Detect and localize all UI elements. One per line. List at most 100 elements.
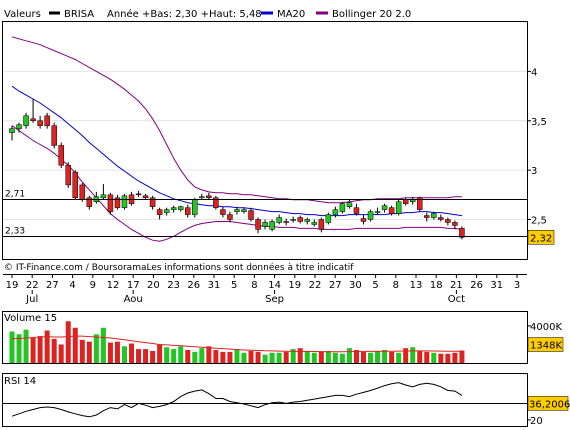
x-tick-label: 12 [107, 280, 120, 291]
x-month-label: Sep [265, 294, 284, 305]
price-y-tick-label: 4 [531, 67, 537, 78]
volume-bar [339, 353, 345, 363]
candle-body [234, 209, 240, 212]
x-tick-label: 18 [430, 280, 443, 291]
bollinger-upper-line [11, 36, 462, 204]
volume-bar [304, 350, 310, 363]
volume-bar [79, 339, 85, 363]
x-tick-label: 21 [450, 280, 463, 291]
rsi-y-tick-label: 20 [530, 416, 543, 427]
rsi-panel [2, 373, 528, 427]
volume-bar [325, 350, 331, 363]
volume-bar [262, 354, 268, 363]
volume-bar [234, 349, 240, 363]
volume-bar [213, 350, 219, 363]
x-tick-label: 8 [251, 280, 257, 291]
candle-body [409, 199, 416, 202]
x-tick-label: 9 [90, 280, 96, 291]
x-tick-label: 13 [410, 280, 423, 291]
volume-bar [100, 327, 106, 363]
x-month-label: Oct [448, 294, 465, 305]
rsi-title: RSI 14 [4, 376, 36, 387]
candle-body [142, 195, 149, 199]
candle-body [374, 211, 381, 213]
volume-y-tick-label: 4000K [530, 322, 562, 333]
price-y-tick-marks [527, 70, 531, 220]
volume-bar [445, 353, 451, 363]
volume-bar [396, 352, 402, 363]
legend-ma: MA20 [277, 9, 305, 20]
candle-body [86, 197, 93, 207]
x-tick-label: 19 [288, 280, 301, 291]
candle-body [381, 205, 388, 210]
candle-body [424, 215, 430, 218]
legend-ticker: BRISA [64, 9, 94, 20]
volume-title: Volume 15 [4, 313, 57, 324]
volume-bar [185, 350, 191, 363]
rsi-y-axis: 20 36,2006 [3, 396, 570, 427]
x-tick-label: 19 [6, 280, 19, 291]
candle-body [121, 195, 128, 208]
volume-bar [107, 342, 113, 363]
candle-body [416, 197, 423, 210]
volume-bar [136, 349, 142, 363]
volume-bar [241, 352, 247, 363]
x-tick-label: 14 [268, 280, 281, 291]
candle-body [438, 217, 444, 220]
candle-body [170, 207, 177, 210]
candle-body [149, 197, 156, 207]
rsi-last-value-box [527, 396, 569, 411]
volume-bar [206, 346, 212, 363]
candle-body [220, 209, 226, 215]
candlesticks [9, 99, 465, 240]
candle-body [459, 228, 465, 238]
candle-body [30, 118, 36, 122]
x-tick-label: 26 [470, 280, 483, 291]
candle-body [262, 222, 268, 227]
candle-body [325, 214, 332, 223]
candle-body [16, 124, 22, 129]
x-tick-label: 31 [490, 280, 503, 291]
x-tick-label: 30 [349, 280, 362, 291]
candle-body [276, 217, 282, 223]
candle-body [213, 197, 219, 208]
rsi-line [11, 382, 463, 418]
volume-bar [255, 351, 261, 363]
volume-bar [9, 331, 15, 363]
candle-body [304, 219, 311, 222]
x-tick-label: 5 [231, 280, 237, 291]
volume-bar [353, 350, 359, 363]
candle-body [72, 171, 79, 199]
legend-bb: Bollinger 20 2.0 [332, 9, 411, 20]
last-price-label: 2,32 [530, 233, 552, 244]
volume-bar [199, 348, 205, 363]
x-tick-label: 3 [514, 280, 520, 291]
last-price-box [527, 230, 555, 245]
legend: Valeurs BRISA Année +Bas: 2,30 +Haut: 5,… [4, 8, 411, 20]
volume-bar [459, 350, 465, 363]
candle-body [107, 194, 114, 212]
volume-bar [44, 330, 50, 363]
candle-body [402, 199, 409, 204]
volume-bar [16, 334, 22, 363]
candle-body [346, 202, 353, 207]
candle-body [156, 209, 163, 215]
price-y-tick-label: 3,5 [531, 117, 547, 128]
volume-bar [220, 351, 226, 363]
volume-bar [332, 352, 338, 363]
candle-body [388, 207, 395, 214]
volume-bar [150, 350, 156, 363]
volume-bar [30, 337, 36, 363]
candle-body [9, 128, 15, 133]
volume-bar [129, 343, 135, 363]
candle-body [79, 184, 86, 200]
volume-bar [410, 347, 416, 363]
candle-body [206, 195, 212, 199]
volume-bar [290, 349, 296, 363]
x-tick-label: 4 [69, 280, 75, 291]
candle-body [297, 217, 303, 222]
volume-bar [114, 341, 120, 363]
rsi-last-value-label: 36,2006 [529, 399, 570, 410]
volume-bar [227, 351, 233, 363]
